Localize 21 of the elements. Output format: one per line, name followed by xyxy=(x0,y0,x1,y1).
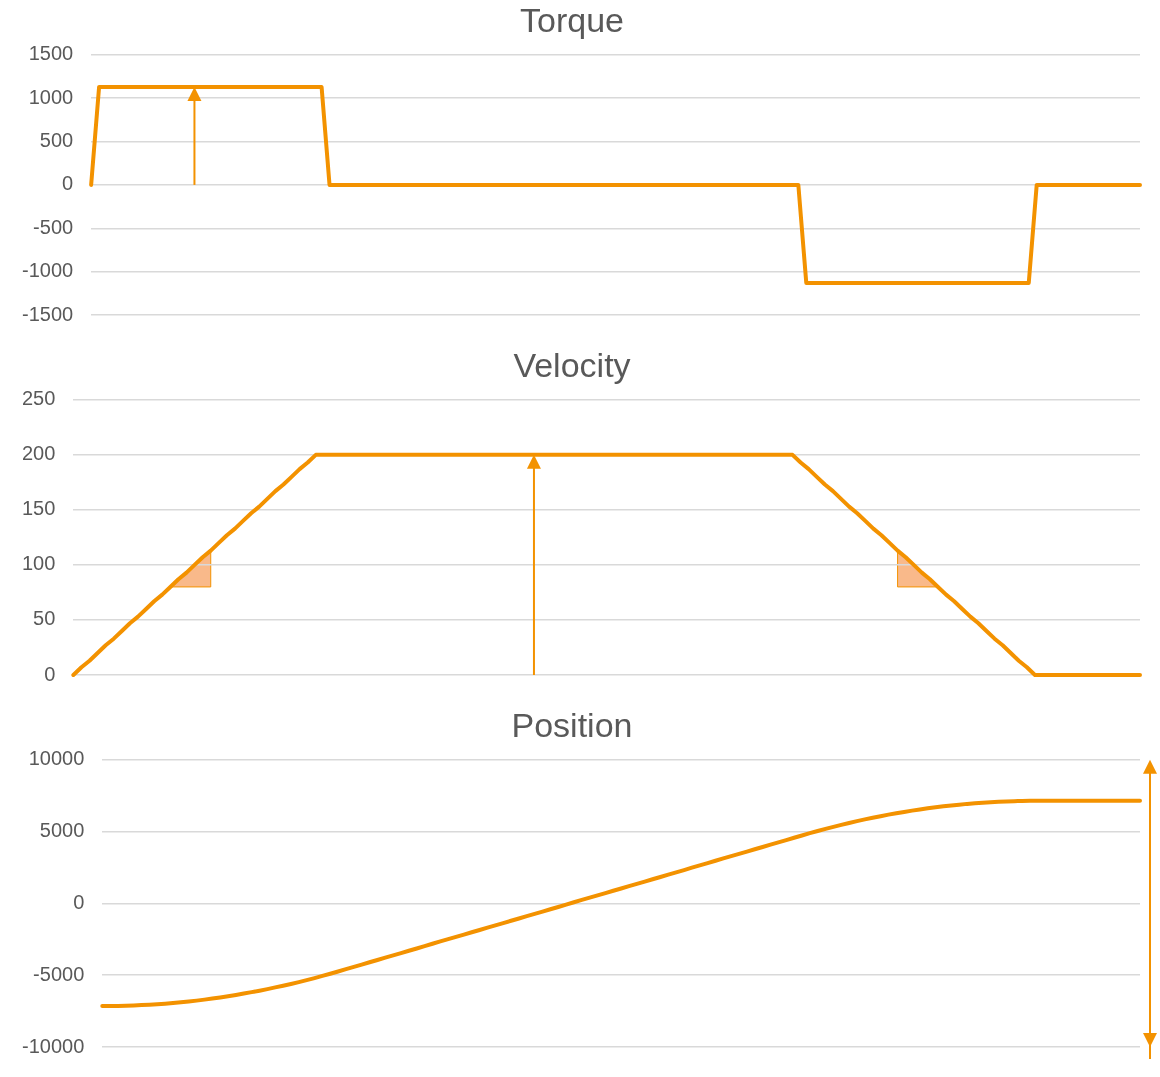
y-tick-label: -5000 xyxy=(33,962,85,985)
chart-title: Velocity xyxy=(513,345,631,384)
chart-title: Position xyxy=(511,705,633,744)
y-tick-label: 1000 xyxy=(28,85,74,108)
y-tick-label: 100 xyxy=(21,552,56,575)
y-tick-label: -1500 xyxy=(22,302,74,325)
y-tick-label: 0 xyxy=(44,662,56,685)
chart-title: Torque xyxy=(520,0,624,39)
y-tick-label: 5000 xyxy=(39,819,85,842)
y-tick-label: 500 xyxy=(39,129,74,152)
y-tick-label: 200 xyxy=(21,442,56,465)
y-tick-label: 1500 xyxy=(28,42,74,65)
y-tick-label: -10000 xyxy=(21,1034,85,1057)
y-tick-label: 250 xyxy=(21,387,56,410)
y-tick-label: 0 xyxy=(62,172,74,195)
y-tick-label: 10000 xyxy=(28,747,85,770)
y-tick-label: 0 xyxy=(73,890,85,913)
y-tick-label: 50 xyxy=(33,607,56,630)
y-tick-label: -500 xyxy=(33,215,74,238)
y-tick-label: 150 xyxy=(21,497,56,520)
y-tick-label: -1000 xyxy=(22,259,74,282)
